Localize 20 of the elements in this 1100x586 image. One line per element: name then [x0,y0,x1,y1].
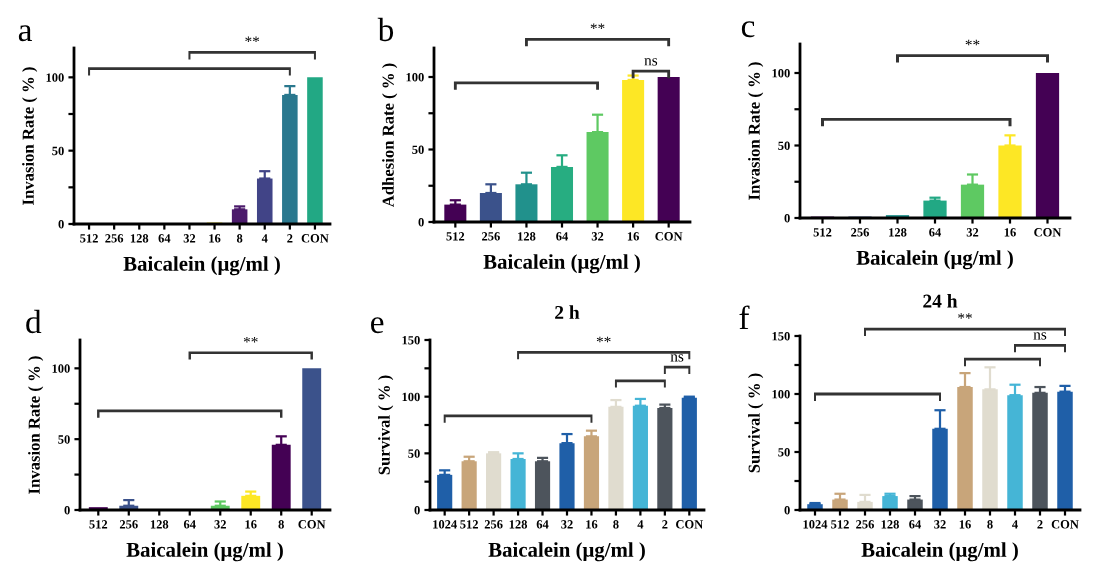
y-axis-title: Survival ( % ) [748,373,764,473]
y-axis-title: Invasion Rate ( % ) [28,356,44,494]
y-axis-title: Invasion Rate ( % ) [748,62,764,200]
text: a [18,25,33,42]
text: d [26,309,42,334]
x-axis-title: Baicalein (μg/ml ) [483,254,640,274]
text: c [741,21,755,38]
x-axis-title: Baicalein (μg/ml ) [123,256,280,276]
x-axis-title: Baicalein (μg/ml ) [861,542,1018,562]
x-axis-title: Baicalein (μg/ml ) [856,250,1013,270]
text: b [377,17,394,42]
x-axis-title: Baicalein (μg/ml ) [488,542,645,562]
chart-title: 24 h [923,294,958,308]
y-axis-title: Invasion Rate ( % ) [22,67,38,205]
text: f [739,305,750,329]
y-axis-title: Survival ( % ) [378,375,394,475]
text: e [371,317,384,334]
y-axis-title: Adhesion Rate ( % ) [382,63,398,208]
chart-title: 2 h [555,305,580,319]
x-axis-title: Baicalein (μg/ml ) [126,542,283,562]
